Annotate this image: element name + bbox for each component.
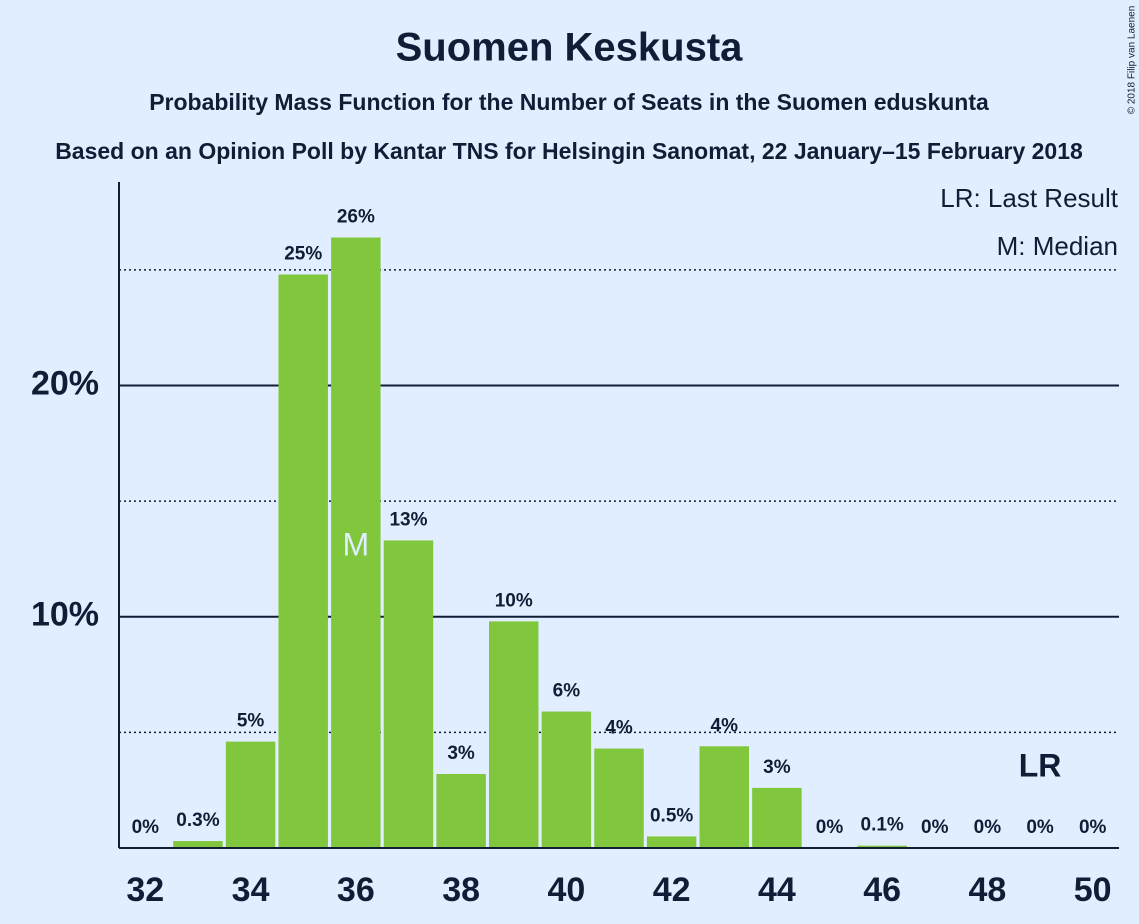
- y-tick-label: 10%: [31, 596, 99, 634]
- value-label: 25%: [284, 244, 322, 265]
- bar: [857, 845, 907, 848]
- x-tick-label: 40: [547, 871, 585, 909]
- bar: [594, 748, 644, 848]
- bar: [278, 274, 328, 848]
- value-label: 6%: [553, 681, 581, 702]
- bar: [436, 774, 486, 848]
- value-label: 0%: [974, 817, 1002, 838]
- value-label: 13%: [389, 509, 427, 530]
- x-tick-label: 46: [863, 871, 901, 909]
- x-tick-label: 36: [337, 871, 375, 909]
- value-label: 0.5%: [650, 805, 693, 826]
- value-label: 4%: [605, 718, 633, 739]
- value-label: 0.3%: [176, 810, 219, 831]
- value-label: 0%: [1079, 817, 1107, 838]
- value-label: 0%: [921, 817, 949, 838]
- x-tick-label: 44: [758, 871, 796, 909]
- value-label: 0.1%: [861, 815, 904, 836]
- bar: [541, 711, 592, 848]
- value-label: 26%: [337, 207, 375, 228]
- value-label: 3%: [763, 757, 791, 778]
- bar: [331, 237, 381, 848]
- legend-entry: LR: Last Result: [940, 183, 1119, 213]
- bar: [752, 787, 802, 848]
- x-tick-label: 50: [1074, 871, 1112, 909]
- value-label: 0%: [816, 817, 844, 838]
- bar: [489, 621, 539, 848]
- x-tick-label: 34: [232, 871, 270, 909]
- chart-subtitle: Probability Mass Function for the Number…: [149, 89, 989, 115]
- median-marker: M: [343, 526, 370, 562]
- legend-entry: M: Median: [997, 231, 1118, 261]
- bar: [383, 540, 434, 848]
- chart-caption: Based on an Opinion Poll by Kantar TNS f…: [55, 138, 1083, 164]
- bar: [646, 836, 697, 848]
- value-label: 0%: [1026, 817, 1054, 838]
- value-label: 0%: [132, 817, 160, 838]
- x-tick-label: 32: [126, 871, 164, 909]
- x-tick-label: 42: [653, 871, 691, 909]
- x-tick-label: 48: [969, 871, 1007, 909]
- copyright: © 2018 Filip van Laenen: [1127, 6, 1138, 115]
- bar: [699, 746, 749, 848]
- value-label: 4%: [711, 715, 739, 736]
- last-result-marker: LR: [1019, 747, 1062, 783]
- chart-title: Suomen Keskusta: [396, 26, 744, 70]
- value-label: 3%: [447, 743, 475, 764]
- bar: [225, 741, 276, 848]
- bar: [173, 841, 223, 848]
- x-tick-label: 38: [442, 871, 480, 909]
- value-label: 5%: [237, 711, 265, 732]
- value-label: 10%: [495, 590, 533, 611]
- y-tick-label: 20%: [31, 364, 99, 402]
